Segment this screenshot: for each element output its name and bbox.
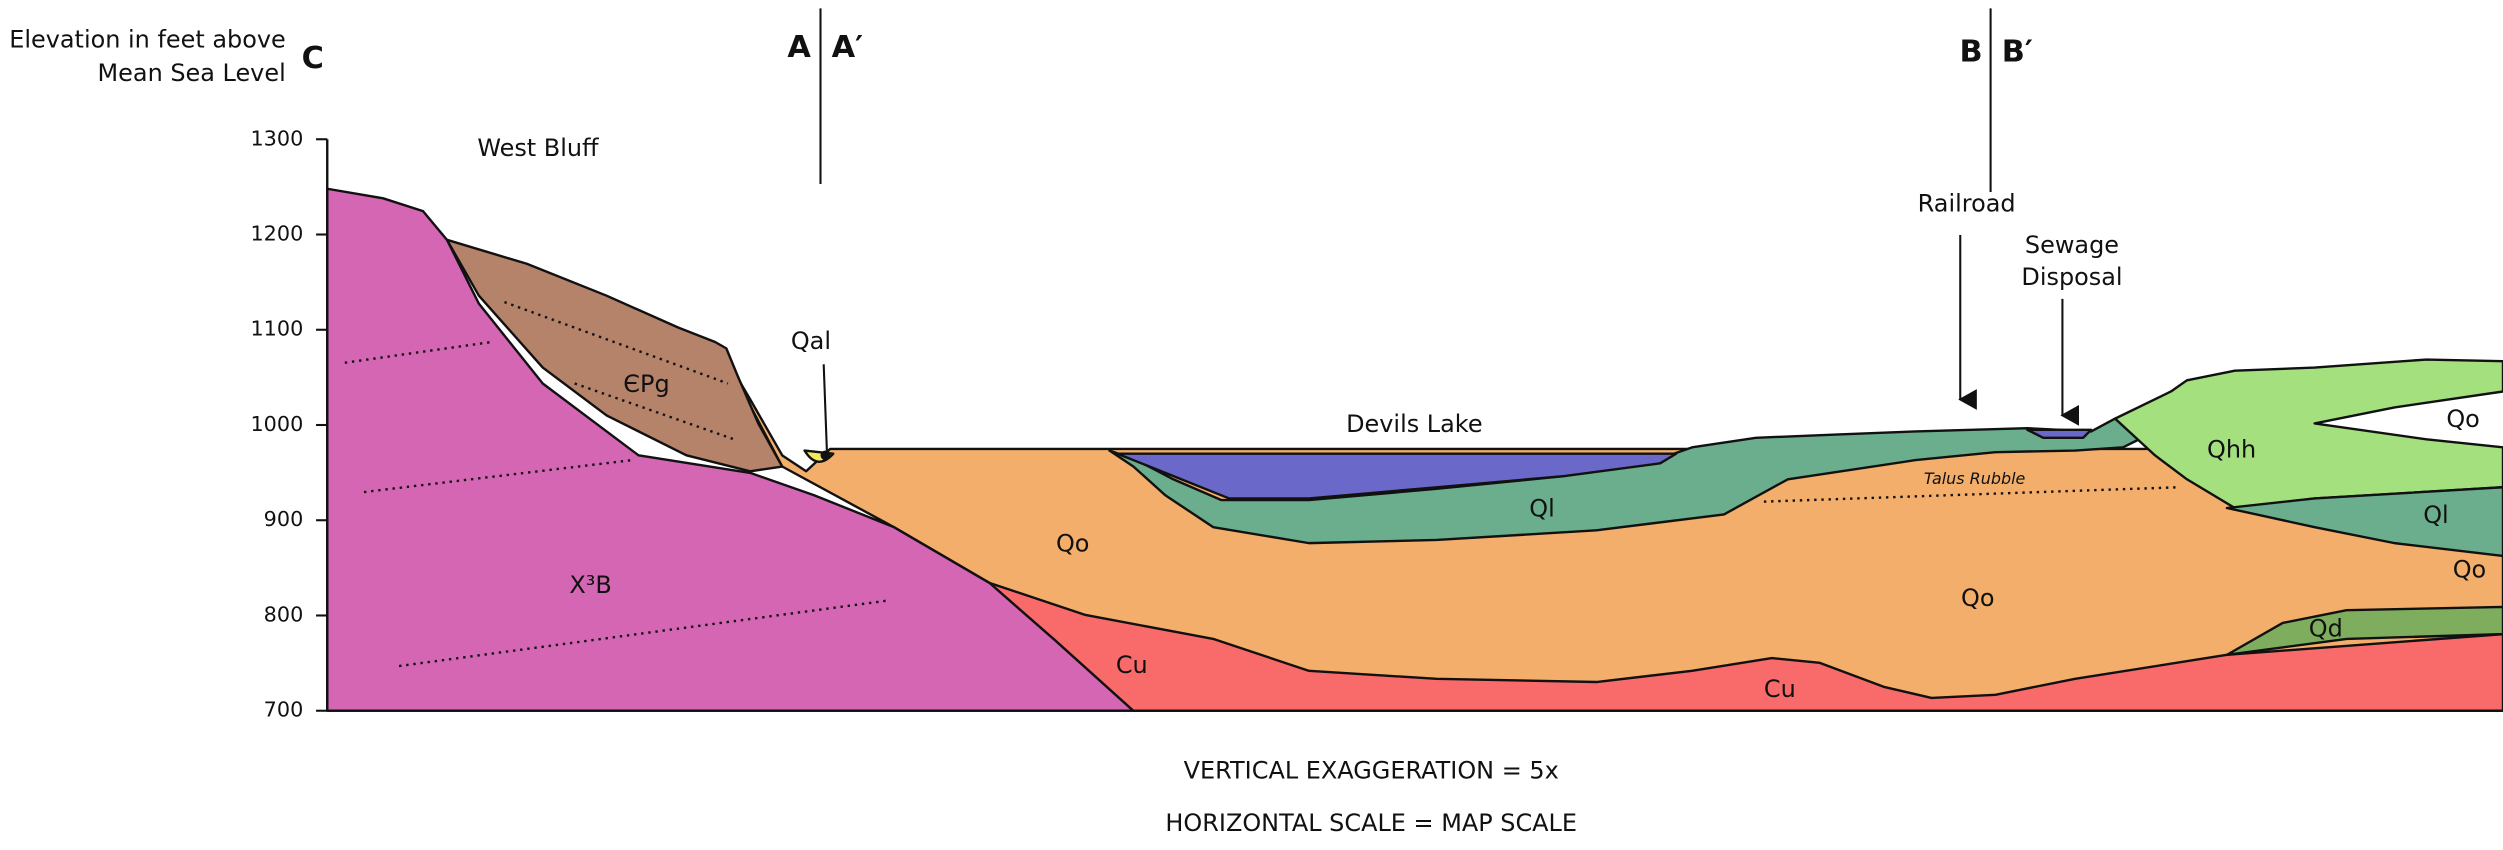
unit-label: Ql xyxy=(1529,495,1555,523)
tick-label: 1000 xyxy=(250,412,303,436)
unit-label: Qo xyxy=(1961,584,1994,612)
units xyxy=(327,189,2503,711)
unit-label: ЄPg xyxy=(623,370,669,398)
unit-label: Talus Rubble xyxy=(1924,469,2026,488)
landmark: Disposal xyxy=(2021,263,2122,291)
note: VERTICAL EXAGGERATION = 5x xyxy=(1184,756,1559,784)
note: HORIZONTAL SCALE = MAP SCALE xyxy=(1165,809,1577,837)
section-label: A′ xyxy=(832,30,863,65)
tick-label: 900 xyxy=(264,507,304,531)
unit-label: Cu xyxy=(1764,675,1796,703)
unit-label: X³B xyxy=(569,571,611,599)
ticks: 1300 1200 1100 1000 900 800 700 xyxy=(250,126,327,721)
cross-section: 1300 1200 1100 1000 900 800 700 Elevation in f… xyxy=(0,0,2503,850)
tick-label: 800 xyxy=(264,602,304,626)
pointer xyxy=(824,364,827,450)
landmark: West Bluff xyxy=(477,134,599,162)
tick-label: 700 xyxy=(264,698,304,722)
unit-label: Qo xyxy=(2453,555,2487,583)
axis-label: Mean Sea Level xyxy=(98,59,286,87)
unit-label: Qhh xyxy=(2207,436,2256,464)
section-end: C xyxy=(302,41,324,76)
axis-label: Elevation in feet above xyxy=(9,25,286,53)
unit-label: Qo xyxy=(1056,530,1090,558)
page: 1300 1200 1100 1000 900 800 700 Elevation in f… xyxy=(0,0,2503,850)
tick-label: 1100 xyxy=(250,317,303,341)
section-label: B′ xyxy=(2002,35,2033,70)
unit-label: Qo xyxy=(2446,405,2479,433)
unit-label: Cu xyxy=(1116,651,1148,679)
unit-label: Ql xyxy=(2423,501,2449,529)
tick-label: 1200 xyxy=(250,222,303,246)
landmark: Devils Lake xyxy=(1346,410,1482,438)
unit-label: Qd xyxy=(2309,614,2343,642)
qal-point xyxy=(820,451,830,461)
section-label: A xyxy=(787,30,811,65)
tick-label: 1300 xyxy=(250,126,303,150)
landmark: Sewage xyxy=(2025,231,2119,259)
section-label: B xyxy=(1959,35,1982,70)
landmark: Railroad xyxy=(1918,190,2016,218)
landmark: Qal xyxy=(791,327,831,355)
